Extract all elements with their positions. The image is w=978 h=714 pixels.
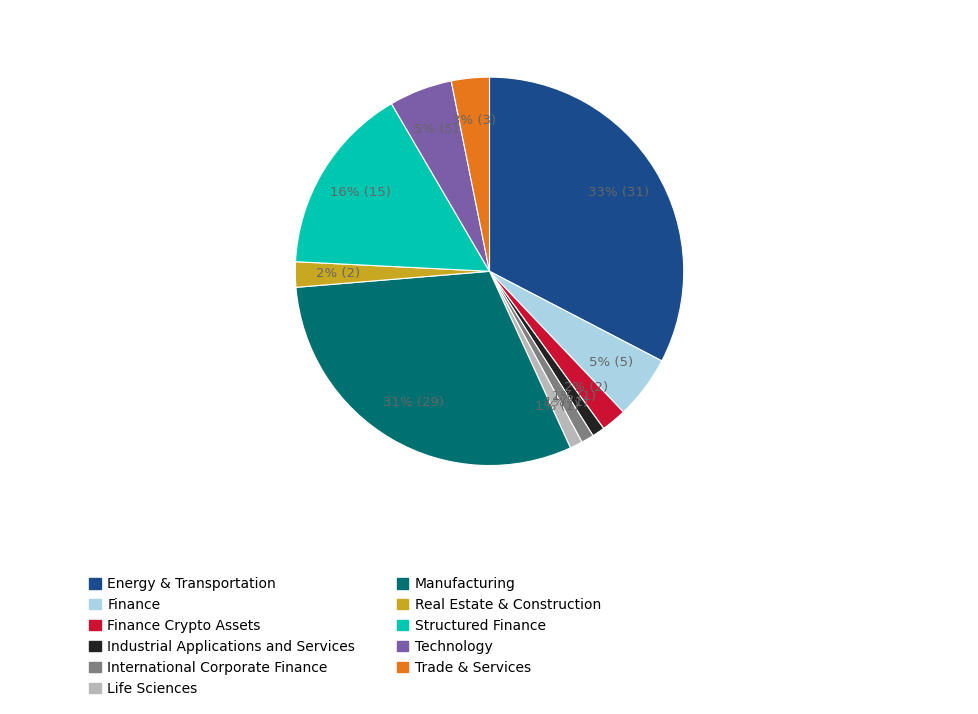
Text: 5% (5): 5% (5) xyxy=(413,124,457,136)
Wedge shape xyxy=(391,81,489,271)
Text: 33% (31): 33% (31) xyxy=(588,186,648,199)
Text: 3% (3): 3% (3) xyxy=(452,114,496,127)
Text: 5% (5): 5% (5) xyxy=(588,356,632,369)
Text: 1% (1): 1% (1) xyxy=(552,391,596,403)
Wedge shape xyxy=(295,104,489,271)
Wedge shape xyxy=(489,271,581,448)
Text: 1% (1): 1% (1) xyxy=(535,401,579,413)
Text: 31% (29): 31% (29) xyxy=(382,396,443,408)
Text: 1% (1): 1% (1) xyxy=(544,396,588,408)
Wedge shape xyxy=(295,262,489,287)
Legend: Energy & Transportation, Finance, Finance Crypto Assets, Industrial Applications: Energy & Transportation, Finance, Financ… xyxy=(85,573,604,700)
Wedge shape xyxy=(489,271,593,442)
Text: 2% (2): 2% (2) xyxy=(316,267,360,281)
Wedge shape xyxy=(489,77,683,361)
Text: 16% (15): 16% (15) xyxy=(330,186,390,199)
Wedge shape xyxy=(489,271,623,428)
Wedge shape xyxy=(451,77,489,271)
Wedge shape xyxy=(489,271,603,436)
Wedge shape xyxy=(295,271,570,466)
Text: 2% (2): 2% (2) xyxy=(563,381,608,394)
Wedge shape xyxy=(489,271,661,412)
